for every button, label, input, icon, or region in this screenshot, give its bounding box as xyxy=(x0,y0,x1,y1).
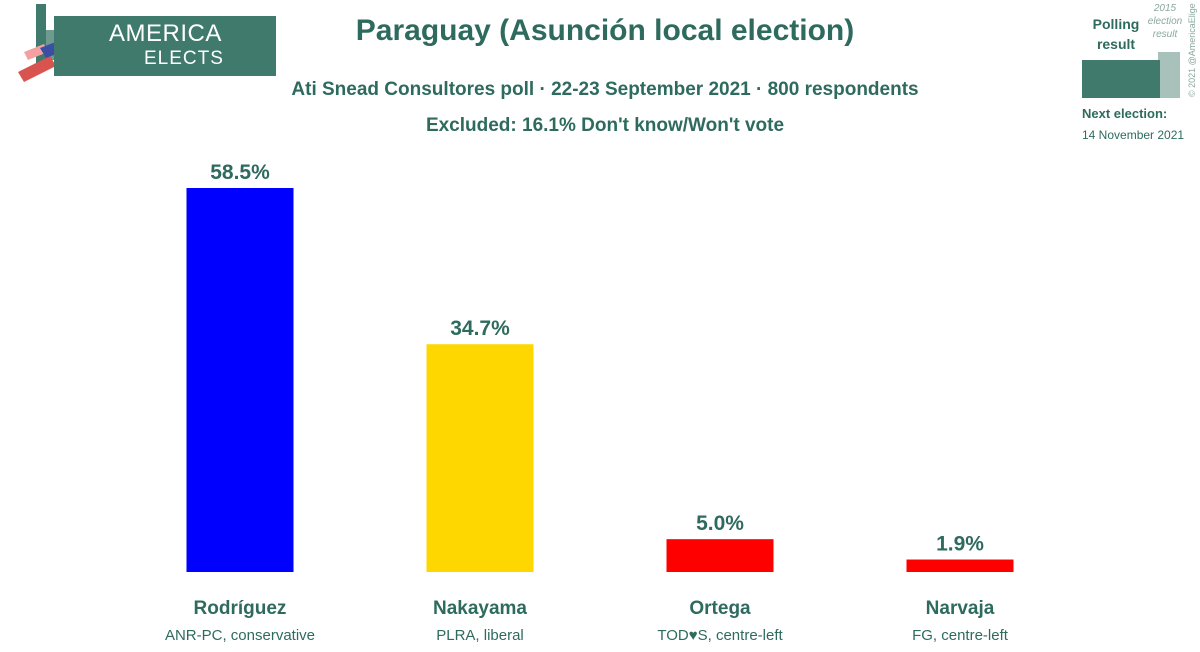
category-subtitle-narvaja: FG, centre-left xyxy=(912,627,1009,644)
category-label-rodriguez: Rodríguez xyxy=(194,598,287,619)
bar-ortega xyxy=(666,539,774,572)
value-label-nakayama: 34.7% xyxy=(450,317,510,340)
legend-polling-swatch xyxy=(1082,60,1160,98)
excluded-note: Excluded: 16.1% Don't know/Won't vote xyxy=(425,115,785,136)
next-election-date: 14 November 2021 xyxy=(1082,128,1185,142)
category-subtitle-rodriguez: ANR-PC, conservative xyxy=(165,627,315,644)
category-subtitle-nakayama: PLRA, liberal xyxy=(436,627,524,644)
legend-polling-label: Polling result xyxy=(1092,16,1140,52)
bar-rodriguez xyxy=(186,188,294,572)
value-label-narvaja: 1.9% xyxy=(936,533,984,556)
next-election-label: Next election: xyxy=(1082,106,1168,121)
legend: 2015 election result Polling result Next… xyxy=(1070,0,1200,150)
category-label-ortega: Ortega xyxy=(689,598,751,619)
chart-subtitle: Ati Snead Consultores poll · 22-23 Septe… xyxy=(291,79,919,100)
legend-previous-swatch xyxy=(1158,52,1180,98)
legend-previous-label: 2015 election result xyxy=(1147,3,1183,40)
value-label-ortega: 5.0% xyxy=(696,512,744,535)
bar-narvaja xyxy=(906,559,1014,572)
chart-title: Paraguay (Asunción local election) xyxy=(355,14,855,47)
logo-text-america: AMERICA xyxy=(109,20,222,47)
category-label-nakayama: Nakayama xyxy=(433,598,527,619)
bar-nakayama xyxy=(426,344,534,572)
logo-banner xyxy=(54,16,276,76)
category-subtitle-ortega: TOD♥S, centre-left xyxy=(657,627,783,644)
value-label-rodriguez: 58.5% xyxy=(210,161,270,184)
category-label-narvaja: Narvaja xyxy=(926,598,995,619)
logo-text-elects: ELECTS xyxy=(144,48,224,69)
america-elects-logo: AMERICA ELECTS xyxy=(14,4,276,86)
